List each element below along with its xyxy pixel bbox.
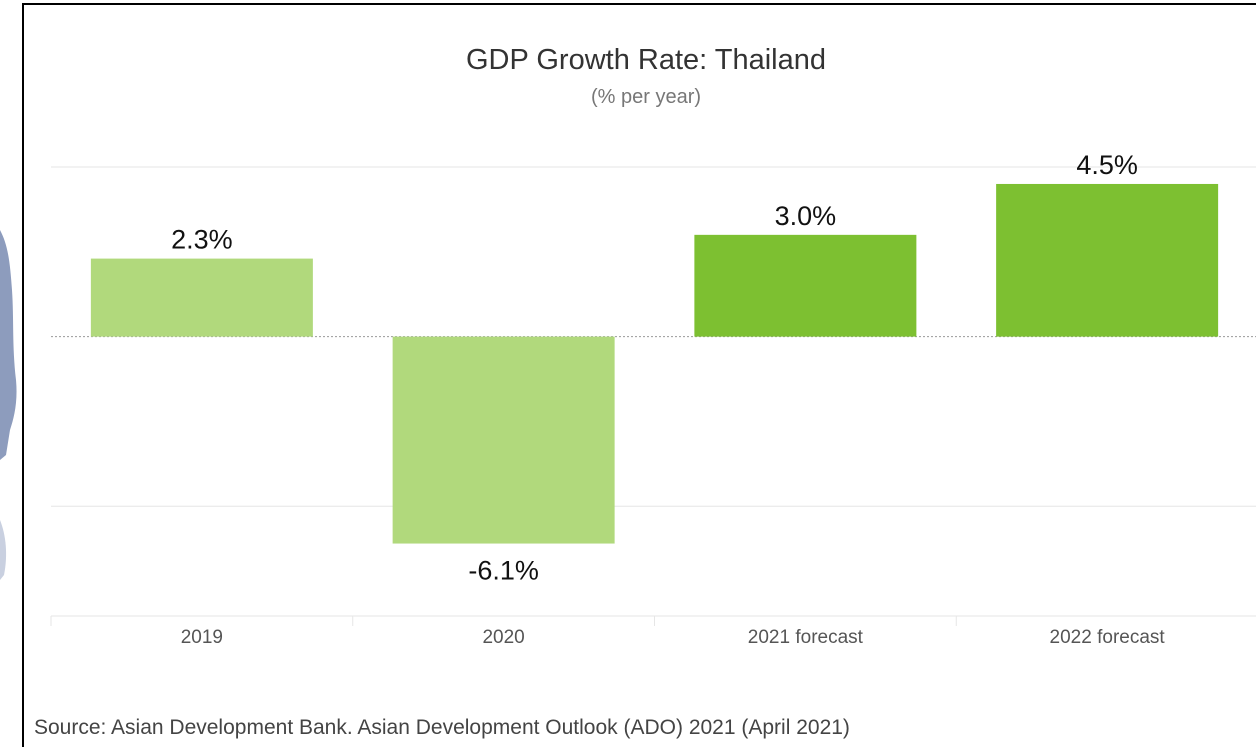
data-labels: 2.3% -6.1% 3.0% 4.5% [171,150,1138,586]
x-tick-label: 2022 forecast [1050,627,1166,648]
chart: GDP Growth Rate: Thailand (% per year) 2… [34,44,1256,739]
bar-2019 [90,258,313,337]
data-label: 3.0% [775,201,837,231]
map-land-shape [0,230,17,460]
x-axis: 2019 2020 2021 forecast 2022 forecast [50,616,1166,648]
chart-container: GDP Growth Rate: Thailand (% per year) 2… [22,3,1256,747]
bar-2020 [392,336,615,544]
data-label: 2.3% [171,225,233,255]
data-label: 4.5% [1076,150,1138,180]
map-land-shape-lower [0,520,7,580]
x-tick-label: 2020 [482,627,524,648]
chart-title: GDP Growth Rate: Thailand [466,44,826,76]
source-note: Source: Asian Development Bank. Asian De… [34,716,850,739]
bar-2021-forecast [694,234,917,337]
chart-subtitle: (% per year) [591,86,701,108]
bar-2022-forecast [996,183,1219,337]
x-tick-label: 2021 forecast [748,627,864,648]
background-map-fragment [0,230,17,580]
bars [90,183,1219,544]
data-label: -6.1% [468,556,539,586]
x-tick-label: 2019 [181,627,223,648]
